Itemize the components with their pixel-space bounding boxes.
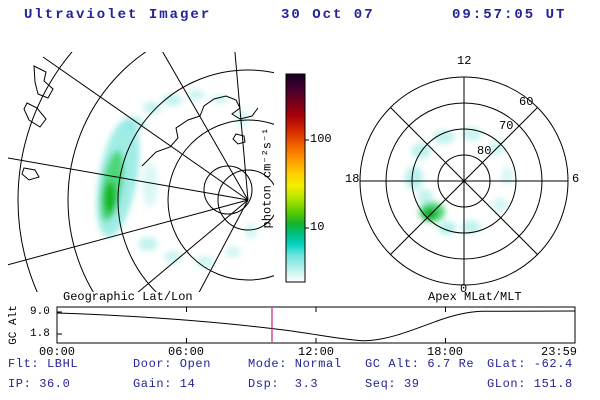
- gc-alt-ytick-9: 9.0: [30, 306, 50, 318]
- aurora-geographic: [96, 90, 257, 268]
- mlt-label-12: 12: [457, 54, 472, 68]
- xtick-0000: 00:00: [39, 345, 76, 359]
- colorbar-tick-10: 10: [310, 220, 325, 234]
- status-gain: Gain: 14: [133, 377, 196, 391]
- apex-caption: Apex MLat/MLT: [428, 290, 522, 304]
- status-glon: GLon: 151.8: [487, 377, 573, 391]
- apex-grid: [359, 76, 569, 286]
- mlt-label-0: 0: [460, 282, 468, 296]
- status-flt: Flt: LBHL: [8, 357, 79, 371]
- xtick-2359: 23:59: [541, 345, 578, 359]
- geographic-caption: Geographic Lat/Lon: [63, 290, 193, 304]
- gc-alt-curve: [56, 310, 576, 342]
- mlat-label-80: 80: [477, 144, 492, 158]
- colorbar: [285, 73, 309, 283]
- app-title: Ultraviolet Imager: [24, 7, 212, 23]
- colorbar-label: photon cm⁻²s⁻¹: [260, 127, 275, 229]
- colorbar-tick-100: 100: [310, 132, 332, 146]
- xtick-1200: 12:00: [298, 345, 335, 359]
- xtick-0600: 06:00: [168, 345, 205, 359]
- status-dsp: Dsp: 3.3: [248, 377, 319, 391]
- geographic-grid: [8, 52, 274, 292]
- status-seq: Seq: 39: [365, 377, 420, 391]
- coastlines: [21, 65, 259, 181]
- xtick-1800: 18:00: [427, 345, 464, 359]
- mlt-label-18: 18: [345, 172, 360, 186]
- header-date: 30 Oct 07: [281, 7, 375, 23]
- mlt-label-6: 6: [572, 172, 580, 186]
- gc-alt-frame: [56, 306, 576, 344]
- gc-alt-ylabel: GC Alt: [7, 305, 20, 345]
- status-glat: GLat: -62.4: [487, 357, 573, 371]
- header-time: 09:57:05 UT: [452, 7, 567, 23]
- status-gc-alt: GC Alt: 6.7 Re: [365, 357, 475, 371]
- status-ip: IP: 36.0: [8, 377, 71, 391]
- status-mode: Mode: Normal: [248, 357, 342, 371]
- status-door: Door: Open: [133, 357, 212, 371]
- mlat-label-60: 60: [519, 95, 534, 109]
- mlat-label-70: 70: [499, 119, 514, 133]
- gc-alt-ytick-18: 1.8: [30, 328, 50, 340]
